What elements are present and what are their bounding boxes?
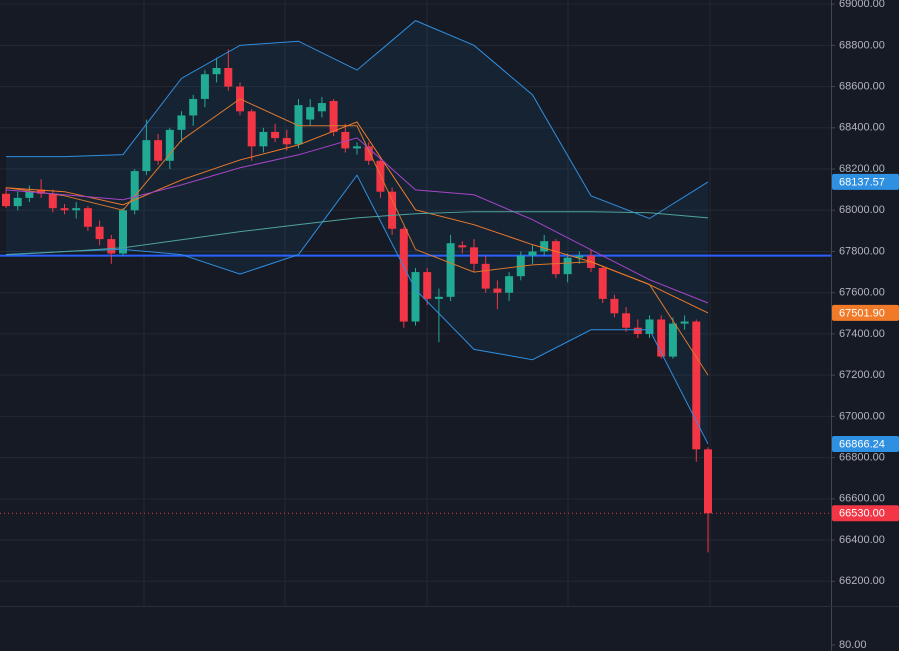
price-badge (832, 505, 899, 522)
candle-body (48, 193, 57, 209)
candle-body (528, 251, 537, 256)
candle-body (645, 319, 654, 334)
y-tick-label: 67200.00 (839, 369, 885, 381)
candle-body (154, 140, 163, 161)
candle-body (142, 140, 151, 172)
candle-body (247, 111, 256, 147)
candle-body (306, 107, 315, 120)
candle-body (294, 105, 303, 145)
y-tick-label: 66600.00 (839, 493, 885, 505)
candle-body (353, 146, 361, 149)
candle-body (493, 288, 502, 293)
y-tick-label: 67000.00 (839, 410, 885, 422)
candle-body (212, 68, 221, 75)
candle-body (165, 129, 174, 161)
candle-body (130, 171, 139, 211)
candle-body (107, 239, 116, 254)
y-tick-label: 66800.00 (839, 451, 885, 463)
candle-body (551, 241, 560, 275)
y-tick-label: 66400.00 (839, 534, 885, 546)
candle-body (259, 131, 268, 147)
price-badge (832, 304, 899, 321)
y-tick-label: 68600.00 (839, 80, 885, 92)
price-badge-label: 68137.57 (839, 176, 885, 188)
candle-body (341, 131, 350, 149)
candle-body (25, 191, 34, 198)
candle-body (95, 226, 104, 240)
candle-body (434, 296, 443, 299)
candle-body (364, 146, 373, 161)
y-tick-label: 67600.00 (839, 287, 885, 299)
y-tick-label: 68200.00 (839, 163, 885, 175)
y-tick-label: 67400.00 (839, 328, 885, 340)
price-badge (832, 173, 899, 190)
candle-body (200, 74, 209, 99)
candle-body (446, 243, 455, 297)
candle-body (540, 241, 549, 252)
indicator-line (5, 121, 709, 314)
candle-body (575, 255, 584, 258)
candle-body (704, 449, 712, 514)
y-tick-label: 66200.00 (839, 575, 885, 587)
candle-body (481, 263, 490, 289)
candle-body (411, 272, 420, 322)
candle-body (37, 189, 46, 194)
candle-body (680, 321, 689, 324)
indicator-line (5, 211, 709, 256)
candle-body (13, 197, 22, 207)
candle-body (282, 138, 291, 145)
y-tick-label: 67800.00 (839, 245, 885, 257)
price-badge (832, 435, 899, 452)
indicator-line (5, 137, 709, 304)
indicator-line (6, 20, 709, 220)
candle-body (177, 115, 186, 130)
candle-body (72, 208, 81, 211)
y-tick-label: 69000.00 (839, 0, 885, 10)
candle-body (317, 103, 326, 112)
candle-body (189, 98, 198, 116)
candle-body (622, 313, 631, 328)
price-badge-label: 66530.00 (839, 508, 885, 520)
y-tick-label: 68800.00 (839, 39, 885, 51)
candle-body (610, 298, 619, 314)
candle-body (470, 247, 478, 264)
candle-body (458, 245, 467, 248)
pane2-tick-label: 80.00 (839, 639, 867, 651)
candle-body (563, 257, 572, 275)
candle-body (83, 208, 92, 227)
candle-body (119, 210, 127, 254)
candle-body (388, 191, 397, 229)
candle-body (329, 101, 338, 132)
price-badge-label: 66866.24 (839, 438, 885, 450)
y-tick-label: 68000.00 (839, 204, 885, 216)
candle-body (2, 193, 10, 207)
candle-body (60, 208, 69, 211)
candle-body (271, 131, 280, 139)
candle-body (423, 272, 432, 299)
candle-body (668, 323, 677, 357)
y-tick-label: 68400.00 (839, 122, 885, 134)
candle-body (399, 228, 408, 322)
price-badge-label: 67501.90 (839, 307, 885, 319)
candle-body (598, 267, 607, 299)
candle-body (657, 319, 666, 357)
candle-body (505, 276, 514, 293)
indicator-line (5, 174, 709, 445)
candle-body (224, 68, 233, 87)
candle-body (633, 327, 642, 334)
candle-body (692, 321, 701, 450)
